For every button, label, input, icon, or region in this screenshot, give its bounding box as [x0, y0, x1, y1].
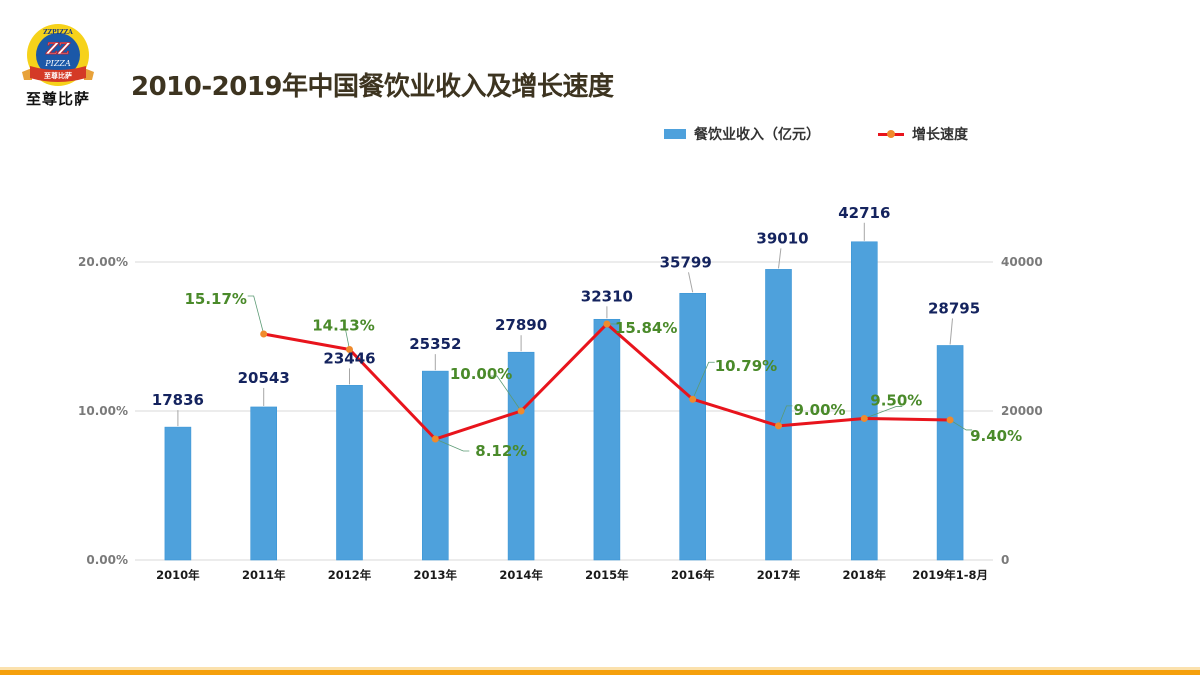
line-marker [431, 435, 439, 443]
logo-name: 至尊比萨 [25, 90, 90, 108]
left-tick-label: 0.00% [86, 553, 128, 567]
line-value-label: 15.17% [184, 290, 246, 308]
line-value-label: 14.13% [312, 316, 374, 334]
gridlines [135, 261, 993, 561]
line-value-label: 10.79% [715, 357, 777, 375]
bar-value-label: 20543 [238, 369, 290, 387]
pct-leader [778, 405, 793, 427]
bar-value-label: 42716 [838, 204, 890, 222]
legend-line-swatch [878, 129, 904, 139]
right-tick-label: 20000 [1001, 404, 1043, 418]
line-marker [346, 345, 353, 353]
line-series [260, 320, 954, 443]
line-marker [517, 407, 525, 415]
legend-bar-swatch [664, 129, 686, 139]
category-label: 2016年 [671, 568, 715, 582]
line-marker [603, 320, 611, 328]
category-label: 2013年 [414, 568, 458, 582]
logo-initials: ZZ [45, 39, 71, 58]
bar [421, 370, 449, 561]
value-leader [688, 272, 694, 293]
category-label: 2014年 [499, 568, 543, 582]
bar [336, 385, 363, 561]
line-marker [946, 416, 954, 424]
left-axis: 0.00% 10.00% 20.00% [78, 255, 128, 567]
logo-ring-text: ZZPIZZA [43, 29, 73, 36]
logo-emblem: ZZPIZZA ZZ PIZZA 至尊比萨 [22, 24, 94, 86]
right-axis: 0 20000 40000 [1001, 255, 1043, 567]
bar-value-labels: 17836 20543 23446 25352 27890 32310 35799 39010… [152, 204, 980, 409]
bar-value-label: 25352 [409, 335, 461, 353]
bar [679, 292, 707, 561]
category-label: 2012年 [328, 568, 372, 582]
logo: ZZPIZZA ZZ PIZZA 至尊比萨 [18, 22, 98, 110]
legend-item-revenue: 餐饮业收入（亿元） [664, 124, 820, 144]
line-value-label: 10.00% [450, 365, 512, 383]
logo-ribbon-text: 至尊比萨 [44, 71, 72, 80]
right-tick-label: 0 [1001, 553, 1009, 567]
page-title: 2010-2019年中国餐饮业收入及增长速度 [131, 72, 614, 102]
category-label: 2015年 [585, 568, 629, 582]
pct-leader [864, 406, 903, 419]
pct-leader [491, 375, 522, 412]
line-marker [689, 395, 697, 403]
legend-label-growth: 增长速度 [912, 127, 968, 143]
bar-value-label: 28795 [928, 299, 980, 317]
bar-value-label: 35799 [660, 253, 712, 271]
pct-leader [949, 419, 973, 431]
value-leader [949, 318, 953, 345]
value-leader [778, 248, 782, 269]
line-value-labels: 15.17% 14.13% 8.12% 10.00% 15.84% 10.79% 9.00%… [184, 290, 1022, 460]
line-value-label: 9.00% [794, 401, 846, 419]
pct-leader [692, 361, 715, 400]
footer-accent-light [0, 667, 1200, 670]
category-label: 2018年 [843, 568, 887, 582]
bar [850, 241, 878, 561]
bar-value-label: 17836 [152, 391, 204, 409]
line-value-label: 9.50% [870, 391, 922, 409]
bar [765, 269, 792, 561]
bar-value-label: 32310 [581, 287, 633, 305]
right-tick-label: 40000 [1001, 255, 1043, 269]
line-value-label: 9.40% [970, 427, 1022, 445]
left-tick-label: 10.00% [78, 404, 128, 418]
chart-legend: 餐饮业收入（亿元） 增长速度 [664, 124, 1026, 144]
bar [936, 345, 964, 561]
category-label: 2010年 [156, 568, 200, 582]
pct-leader [247, 295, 265, 335]
x-axis: 2010年 2011年 2012年 2013年 2014年 2015年 2016年 2017年… [156, 568, 988, 582]
bar-value-label: 39010 [756, 229, 808, 247]
category-label: 2011年 [242, 568, 286, 582]
bar-value-label: 27890 [495, 316, 547, 334]
line-marker [260, 330, 268, 338]
line-marker [860, 414, 868, 422]
category-label: 2019年1-8月 [912, 568, 988, 582]
bar-value-label: 23446 [323, 349, 375, 367]
bar [507, 351, 535, 561]
line-value-label: 8.12% [475, 442, 527, 460]
line-value-label: 15.84% [615, 319, 677, 337]
pct-leader [339, 329, 350, 350]
category-label: 2017年 [757, 568, 801, 582]
bar-series [164, 241, 964, 561]
legend-item-growth: 增长速度 [878, 124, 968, 144]
footer-accent-bar [0, 670, 1200, 675]
logo-brand: PIZZA [44, 59, 71, 68]
bar [164, 426, 192, 561]
pct-leader [435, 438, 470, 452]
bar [250, 406, 277, 561]
legend-label-revenue: 餐饮业收入（亿元） [694, 127, 820, 143]
left-tick-label: 20.00% [78, 255, 128, 269]
line-marker [775, 422, 782, 430]
label-leaders [177, 222, 973, 452]
bar [593, 318, 621, 561]
